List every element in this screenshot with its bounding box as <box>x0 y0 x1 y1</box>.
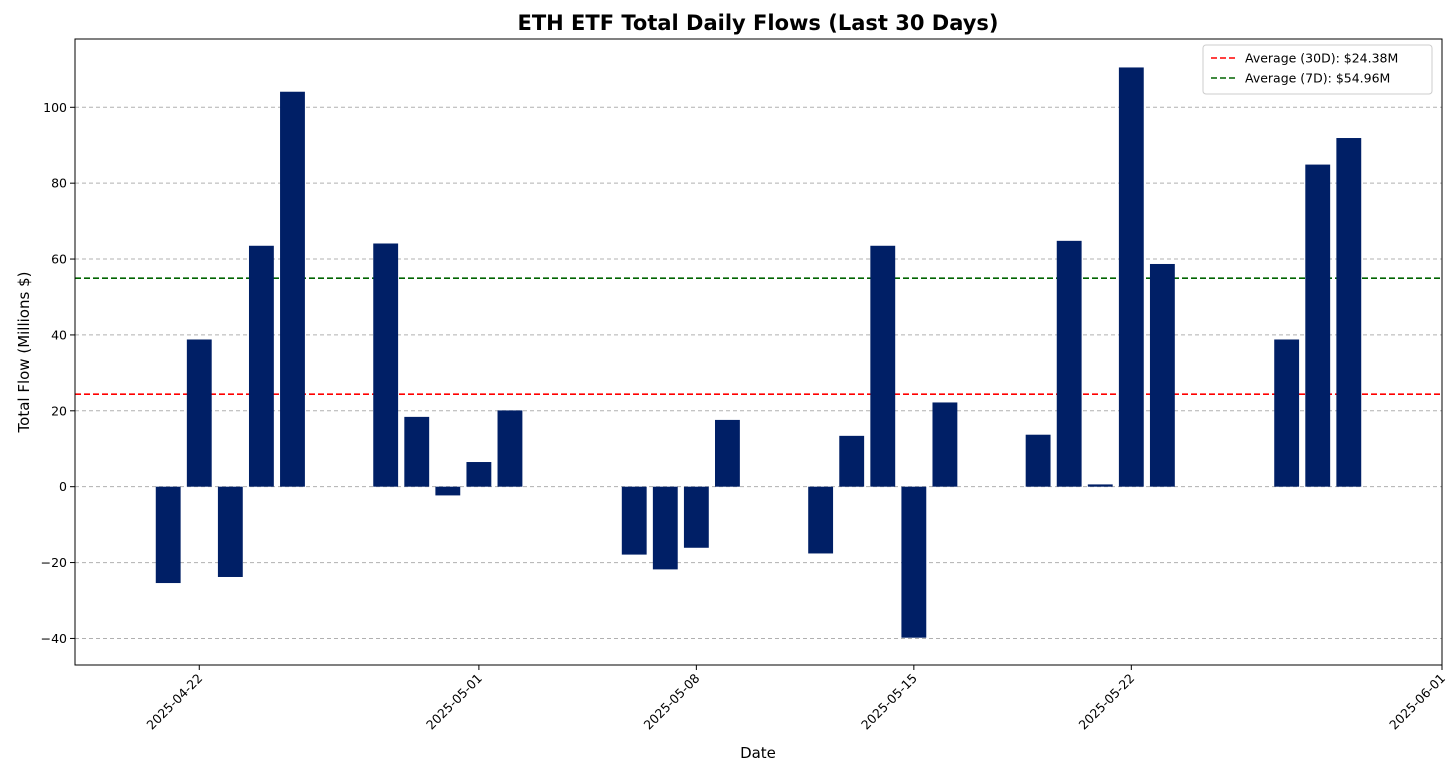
plot-frame <box>74 38 1443 666</box>
y-tick-label: 40 <box>51 327 67 342</box>
bar-2025-04-23 <box>217 486 243 577</box>
bar-2025-04-29 <box>404 416 430 487</box>
x-tick-label: 2025-06-01 <box>1386 671 1448 733</box>
bar-2025-05-20 <box>1056 240 1082 487</box>
bar-2025-05-15 <box>901 486 927 638</box>
legend-box <box>1202 44 1433 95</box>
bar-2025-05-22 <box>1118 67 1144 487</box>
bar-2025-05-21 <box>1087 484 1113 487</box>
bar-2025-05-16 <box>932 402 958 487</box>
y-tick-label: −40 <box>41 631 67 646</box>
x-tick-label: 2025-05-15 <box>858 671 920 733</box>
bar-2025-05-14 <box>870 245 896 487</box>
x-tick-label: 2025-05-01 <box>423 671 485 733</box>
bar-2025-04-21 <box>155 486 181 584</box>
bar-2025-05-19 <box>1025 434 1051 487</box>
bar-2025-05-23 <box>1149 263 1175 487</box>
bar-2025-05-13 <box>839 435 865 487</box>
bar-2025-05-02 <box>497 410 523 487</box>
x-axis: 2025-04-22 2025-05-01 2025-05-08 2025-05-15… <box>143 665 1448 732</box>
bar-2025-05-07 <box>652 486 678 570</box>
x-axis-label: Date <box>740 744 776 762</box>
y-tick-label: −20 <box>41 555 67 570</box>
bar-2025-04-30 <box>435 486 461 496</box>
legend-entry: Average (7D): $54.96M <box>1245 71 1390 86</box>
x-tick-label: 2025-04-22 <box>143 671 205 733</box>
bar-2025-05-06 <box>621 486 647 555</box>
bar-2025-05-01 <box>466 462 492 487</box>
bar-2025-04-28 <box>373 243 399 487</box>
y-tick-label: 20 <box>51 403 67 418</box>
bar-2025-04-24 <box>248 245 274 487</box>
y-tick-label: 80 <box>51 176 67 191</box>
chart-title: ETH ETF Total Daily Flows (Last 30 Days) <box>517 11 998 35</box>
y-axis: −40 −20 0 20 40 60 80 100 <box>41 100 75 646</box>
bar-2025-05-08 <box>683 486 709 548</box>
bar-2025-05-09 <box>715 419 740 487</box>
legend-entry: Average (30D): $24.38M <box>1245 51 1398 66</box>
bar-2025-04-25 <box>280 91 305 487</box>
bar-2025-05-28 <box>1305 164 1331 487</box>
y-tick-label: 100 <box>43 100 67 115</box>
bars <box>155 67 1362 638</box>
x-tick-label: 2025-05-22 <box>1075 671 1137 733</box>
bar-2025-05-12 <box>808 486 834 554</box>
y-tick-label: 0 <box>59 479 67 494</box>
y-tick-label: 60 <box>51 252 67 267</box>
x-tick-label: 2025-05-08 <box>641 670 703 732</box>
bar-2025-04-22 <box>186 339 212 487</box>
bar-2025-05-29 <box>1336 138 1362 487</box>
bar-2025-05-27 <box>1274 339 1300 487</box>
y-axis-label: Total Flow (Millions $) <box>15 272 33 434</box>
legend: Average (30D): $24.38M Average (7D): $54.… <box>1202 44 1433 95</box>
